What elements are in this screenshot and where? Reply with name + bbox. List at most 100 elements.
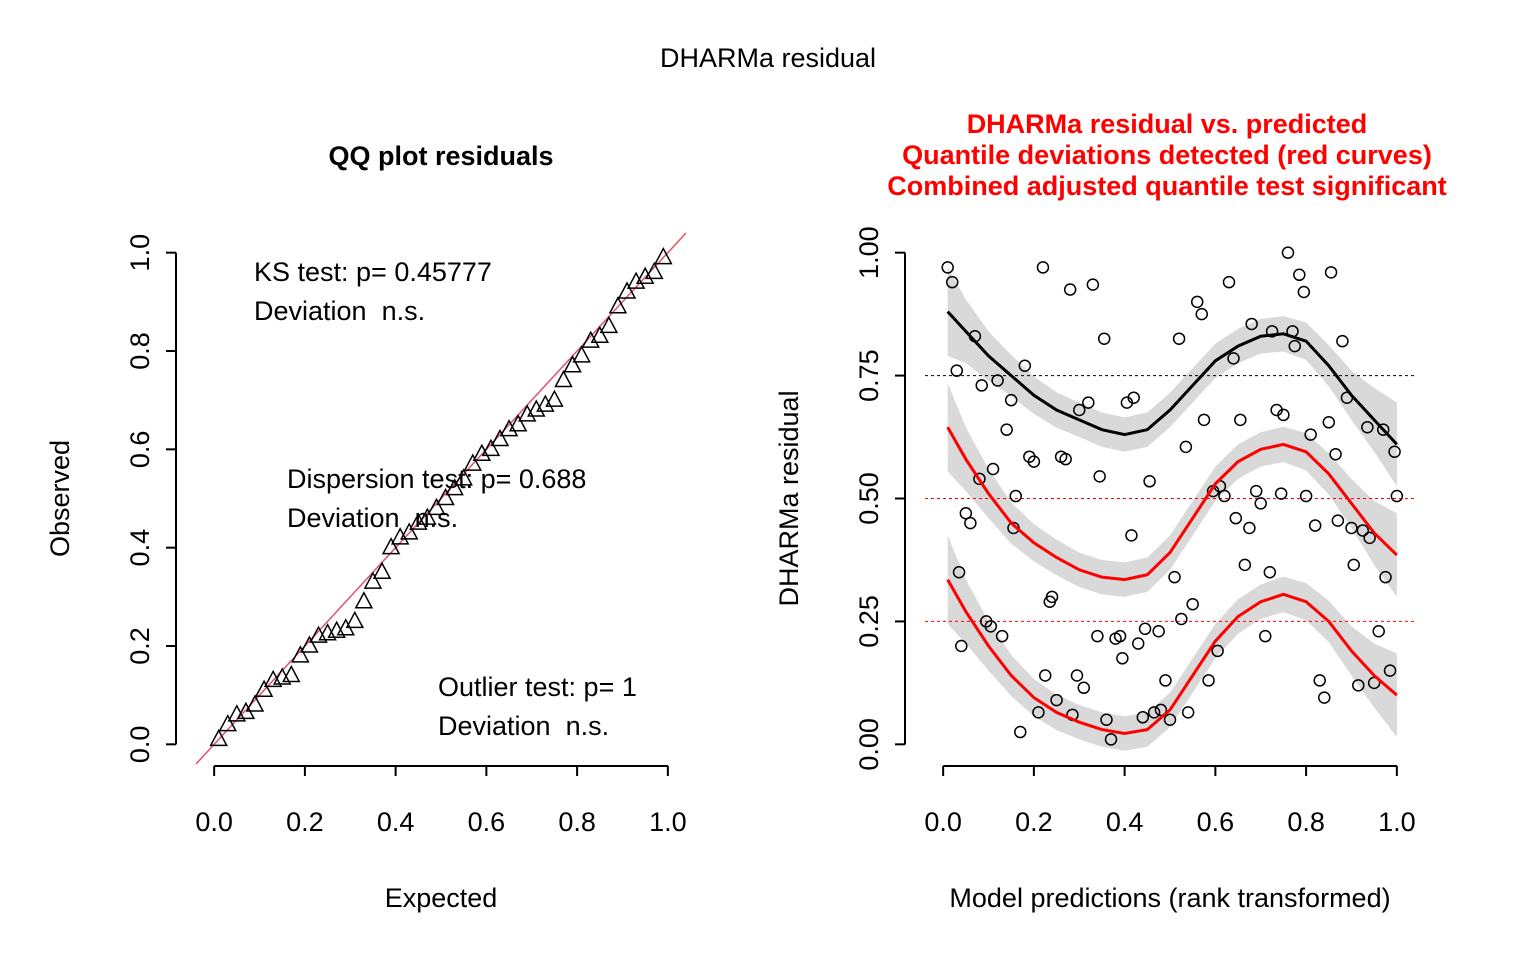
x-tick-label: 0.8 xyxy=(558,807,596,837)
residual-point xyxy=(1363,531,1376,545)
residual-point xyxy=(1168,570,1181,584)
residual-point xyxy=(1372,625,1385,638)
residual-point xyxy=(1116,652,1129,665)
qq-point xyxy=(499,419,519,437)
x-tick-label: 0.6 xyxy=(1197,807,1235,837)
qq-point xyxy=(381,537,401,555)
qq-point xyxy=(527,399,546,417)
qq-point xyxy=(254,679,274,697)
residual-point xyxy=(1045,590,1059,604)
quantile-curve xyxy=(946,426,1398,582)
x-tick-label: 0.2 xyxy=(1015,807,1053,837)
residual-point xyxy=(1038,669,1052,682)
residual-point xyxy=(1211,644,1224,658)
residual-point xyxy=(1018,359,1032,372)
residual-point xyxy=(1254,497,1267,510)
quantile-curve xyxy=(946,310,1398,446)
residual-point xyxy=(1147,706,1161,719)
residual-point xyxy=(1265,325,1279,338)
residual-point xyxy=(1136,711,1150,724)
panel-title: QQ plot residuals xyxy=(328,141,553,171)
residual-point xyxy=(945,275,959,289)
residual-point xyxy=(1186,597,1199,611)
residual-point xyxy=(1154,703,1168,717)
residual-point xyxy=(1331,514,1345,527)
residual-point xyxy=(1324,266,1338,279)
residual-point xyxy=(1238,558,1252,572)
residual-point xyxy=(1227,352,1240,365)
qq-point xyxy=(390,527,410,545)
test-annotation: Outlier test: p= 1 xyxy=(438,672,637,702)
confidence-band xyxy=(947,267,1397,487)
residual-point xyxy=(1297,285,1311,299)
qq-point xyxy=(599,315,619,334)
residual-point xyxy=(1181,706,1195,719)
qq-point xyxy=(300,635,319,653)
residual-point xyxy=(1000,423,1013,436)
residual-point xyxy=(1245,317,1258,331)
x-tick-label: 0.8 xyxy=(1287,807,1325,837)
residual-point xyxy=(1163,713,1177,726)
residual-point xyxy=(1100,713,1113,726)
residual-point xyxy=(1197,413,1211,427)
confidence-band xyxy=(947,535,1397,751)
residual-point xyxy=(1050,693,1063,707)
qq-point xyxy=(635,266,655,284)
residual-point xyxy=(1304,428,1317,441)
residual-point xyxy=(1263,566,1277,579)
residual-point xyxy=(1361,420,1374,434)
y-tick-label: 0.50 xyxy=(854,472,884,525)
qq-point xyxy=(399,522,419,540)
qq-point xyxy=(282,664,301,683)
y-tick-label: 0.25 xyxy=(854,595,884,648)
residual-point xyxy=(1138,622,1152,636)
y-tick-label: 0.00 xyxy=(854,718,884,771)
residual-point xyxy=(1004,393,1018,407)
qq-point xyxy=(508,414,528,432)
residual-point xyxy=(1036,261,1050,274)
residual-point xyxy=(1277,408,1290,422)
qq-point xyxy=(626,271,646,289)
qq-point xyxy=(291,645,310,663)
residual-point xyxy=(1259,629,1272,643)
residual-point xyxy=(1388,445,1401,459)
residual-point xyxy=(1086,278,1100,291)
residual-point xyxy=(1159,674,1172,687)
residual-point xyxy=(1234,413,1247,427)
residual-point xyxy=(1152,625,1165,638)
qq-point xyxy=(409,512,428,530)
qq-point xyxy=(445,478,464,496)
x-axis-label: Expected xyxy=(385,883,498,913)
x-tick-label: 0.0 xyxy=(195,807,233,837)
residual-point xyxy=(975,379,988,392)
residual-point xyxy=(1299,489,1313,503)
x-axis-label: Model predictions (rank transformed) xyxy=(949,883,1390,913)
y-tick-label: 0.0 xyxy=(125,726,155,764)
qq-point xyxy=(563,355,582,373)
residual-point xyxy=(1376,423,1390,436)
qq-point xyxy=(572,345,591,363)
residual-point xyxy=(1288,339,1302,353)
residual-point xyxy=(984,620,998,633)
y-tick-label: 0.4 xyxy=(125,529,155,567)
x-tick-label: 0.0 xyxy=(924,807,962,837)
residual-point xyxy=(955,639,968,653)
residual-point xyxy=(1097,332,1111,345)
residual-point xyxy=(1070,669,1084,682)
residual-point xyxy=(952,566,966,579)
qq-point xyxy=(363,571,383,589)
panel-title: DHARMa residual vs. predicted xyxy=(967,109,1368,139)
residual-point xyxy=(1179,440,1193,454)
qq-point xyxy=(427,497,446,516)
residual-point xyxy=(1345,521,1358,535)
qq-point xyxy=(536,394,555,412)
residual-point xyxy=(1014,725,1027,739)
test-annotation: Deviation n.s. xyxy=(438,711,609,741)
qq-point xyxy=(418,507,437,525)
y-tick-label: 1.0 xyxy=(125,234,155,272)
qq-point xyxy=(472,443,492,461)
qq-point xyxy=(608,296,628,314)
residual-point xyxy=(1347,558,1360,572)
residual-point xyxy=(1082,396,1095,409)
